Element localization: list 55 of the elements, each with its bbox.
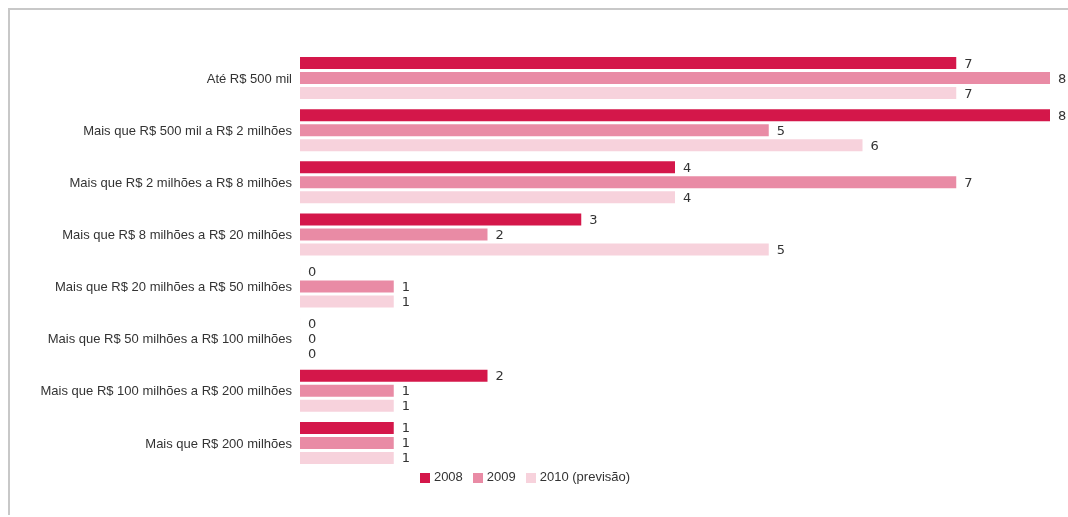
data-label: 7 xyxy=(964,174,973,190)
bar xyxy=(300,399,394,412)
y-tick-label: Até R$ 500 mil xyxy=(206,70,293,86)
legend-label: 2009 xyxy=(486,469,516,484)
y-tick-label: Mais que R$ 50 milhões a R$ 100 milhões xyxy=(47,331,293,347)
data-label: 8 xyxy=(1058,70,1067,86)
data-label: 0 xyxy=(308,346,317,362)
data-label: 5 xyxy=(776,122,786,138)
bar xyxy=(300,369,488,382)
data-label: 3 xyxy=(589,211,598,227)
bar xyxy=(300,87,957,99)
bar xyxy=(300,176,957,189)
bar xyxy=(300,139,863,152)
data-label: 4 xyxy=(683,189,692,205)
data-label: 1 xyxy=(401,420,411,436)
bar xyxy=(300,72,1050,84)
y-tick-label: Mais que R$ 500 mil a R$ 2 milhões xyxy=(83,122,293,138)
data-label: 5 xyxy=(776,241,786,257)
data-label: 1 xyxy=(401,450,411,466)
data-label: 0 xyxy=(308,331,317,347)
legend-label: 2008 xyxy=(433,469,463,484)
bar xyxy=(300,421,394,434)
bar xyxy=(300,436,394,449)
bar xyxy=(300,451,394,464)
data-label: 1 xyxy=(401,435,411,451)
bar xyxy=(300,124,769,137)
legend-label: 2010 (previsão) xyxy=(539,469,631,484)
data-label: 1 xyxy=(401,279,411,295)
data-label: 2 xyxy=(495,368,504,384)
data-label: 0 xyxy=(308,316,317,332)
y-tick-label: Mais que R$ 2 milhões a R$ 8 milhões xyxy=(69,174,293,190)
bar xyxy=(300,295,394,308)
y-tick-label: Mais que R$ 200 milhões xyxy=(145,435,293,451)
data-label: 2 xyxy=(495,226,504,242)
bar xyxy=(300,384,394,397)
bar xyxy=(300,243,769,256)
bar xyxy=(300,57,957,69)
data-label: 1 xyxy=(401,383,411,399)
data-label: 7 xyxy=(964,55,973,71)
y-tick-label: Mais que R$ 100 milhões a R$ 200 milhões xyxy=(40,383,293,399)
bar xyxy=(300,280,394,293)
bar xyxy=(300,213,582,226)
y-tick-label: Mais que R$ 20 milhões a R$ 50 milhões xyxy=(54,279,293,295)
data-label: 0 xyxy=(308,264,317,280)
y-tick-label: Mais que R$ 8 milhões a R$ 20 milhões xyxy=(62,227,293,243)
data-label: 1 xyxy=(401,398,411,414)
bar xyxy=(300,109,1050,122)
bar xyxy=(300,161,675,174)
bar xyxy=(300,191,675,204)
data-label: 1 xyxy=(401,294,411,310)
data-label: 4 xyxy=(683,159,692,175)
data-label: 8 xyxy=(1058,107,1067,123)
data-label: 6 xyxy=(870,137,879,153)
data-label: 7 xyxy=(964,85,973,101)
bar xyxy=(300,228,488,241)
